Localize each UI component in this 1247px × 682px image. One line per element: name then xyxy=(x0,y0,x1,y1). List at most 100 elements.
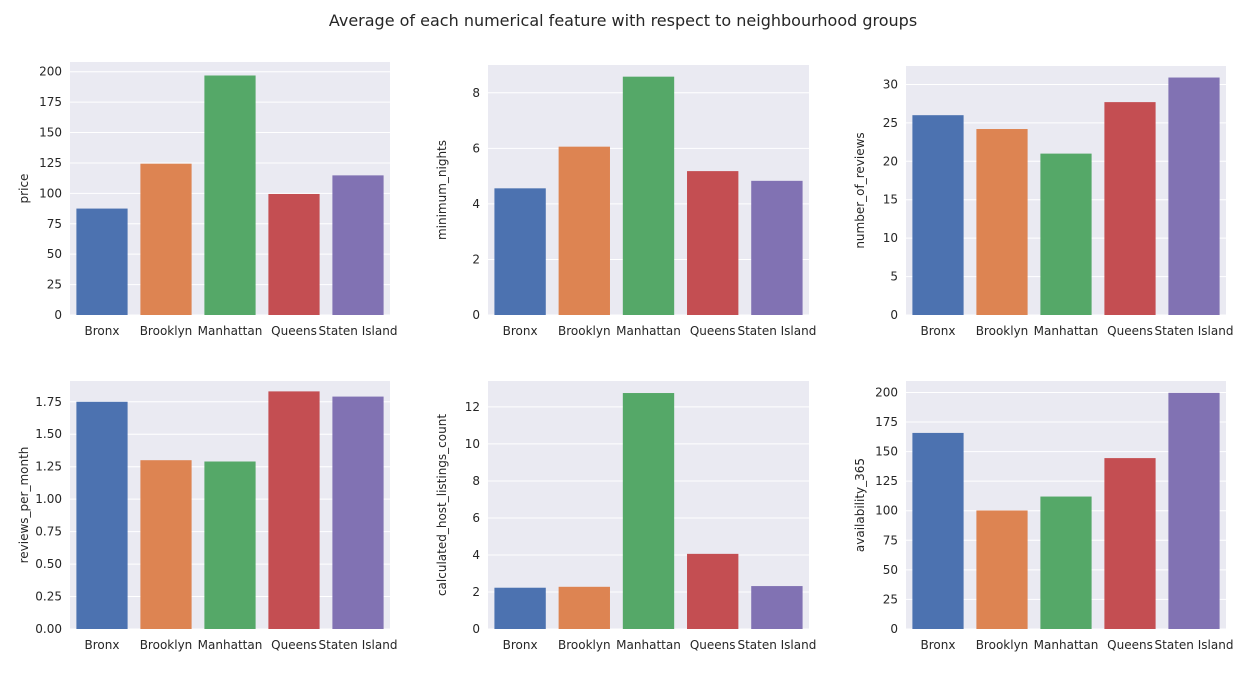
x-tick-label: Brooklyn xyxy=(558,638,611,652)
y-tick-label: 1.25 xyxy=(35,460,62,474)
y-tick-label: 150 xyxy=(875,445,898,459)
y-tick-label: 10 xyxy=(883,231,898,245)
y-tick-label: 15 xyxy=(883,193,898,207)
x-tick-label: Staten Island xyxy=(1155,324,1234,338)
bar-queens xyxy=(1104,458,1156,629)
y-tick-label: 75 xyxy=(883,533,898,547)
x-tick-label: Manhattan xyxy=(1034,324,1099,338)
bar-brooklyn xyxy=(976,510,1028,629)
y-tick-label: 10 xyxy=(465,437,480,451)
y-tick-label: 125 xyxy=(39,156,62,170)
y-tick-label: 30 xyxy=(883,77,898,91)
y-axis-label: availability_365 xyxy=(853,458,867,552)
y-tick-label: 100 xyxy=(39,186,62,200)
y-tick-label: 2 xyxy=(472,585,480,599)
x-tick-label: Bronx xyxy=(503,324,538,338)
x-tick-label: Bronx xyxy=(85,324,120,338)
y-tick-label: 0 xyxy=(472,622,480,636)
x-tick-label: Queens xyxy=(1107,324,1153,338)
y-tick-label: 1.50 xyxy=(35,427,62,441)
x-tick-label: Bronx xyxy=(503,638,538,652)
x-tick-label: Brooklyn xyxy=(558,324,611,338)
y-tick-label: 0 xyxy=(890,308,898,322)
bar-manhattan xyxy=(1040,496,1092,629)
y-tick-label: 0 xyxy=(54,308,62,322)
y-tick-label: 0.50 xyxy=(35,557,62,571)
x-tick-label: Bronx xyxy=(921,638,956,652)
bar-staten-island xyxy=(751,586,803,629)
y-tick-label: 6 xyxy=(472,511,480,525)
bar-queens xyxy=(687,171,739,315)
y-tick-label: 12 xyxy=(465,400,480,414)
x-tick-label: Bronx xyxy=(85,638,120,652)
x-tick-label: Queens xyxy=(690,324,736,338)
y-axis-label: minimum_nights xyxy=(435,140,449,240)
y-tick-label: 175 xyxy=(875,415,898,429)
bar-staten-island xyxy=(1168,392,1220,629)
bar-bronx xyxy=(494,188,546,315)
y-tick-label: 2 xyxy=(472,252,480,266)
y-tick-label: 8 xyxy=(472,474,480,488)
y-tick-label: 25 xyxy=(883,592,898,606)
x-tick-label: Manhattan xyxy=(198,638,263,652)
y-tick-label: 175 xyxy=(39,95,62,109)
x-tick-label: Manhattan xyxy=(1034,638,1099,652)
x-tick-label: Brooklyn xyxy=(976,324,1029,338)
bar-bronx xyxy=(912,432,964,629)
y-tick-label: 1.75 xyxy=(35,395,62,409)
y-tick-label: 200 xyxy=(875,385,898,399)
y-tick-label: 0.25 xyxy=(35,590,62,604)
y-tick-label: 75 xyxy=(47,217,62,231)
bar-staten-island xyxy=(332,396,384,629)
bar-staten-island xyxy=(751,180,803,315)
bar-bronx xyxy=(912,115,964,316)
bar-queens xyxy=(1104,102,1156,316)
bar-staten-island xyxy=(332,175,384,315)
subplot-calculated-host-listings-count: 0 2 4 6 8 10 12 Bronx Brooklyn Manhattan Queens Sta… xyxy=(435,381,816,652)
x-tick-label: Staten Island xyxy=(319,638,398,652)
subplot-number-of-reviews: 0 5 10 15 20 25 30 Bronx Brooklyn Manhattan Queens… xyxy=(853,66,1233,338)
y-tick-label: 0 xyxy=(890,622,898,636)
figure-title: Average of each numerical feature with r… xyxy=(329,11,917,30)
subplot-reviews-per-month: 0.00 0.25 0.50 0.75 1.00 1.25 1.50 1.75 Bronx Bro… xyxy=(17,381,397,652)
bar-brooklyn xyxy=(558,146,610,315)
y-tick-label: 0.75 xyxy=(35,525,62,539)
y-tick-label: 25 xyxy=(883,116,898,130)
y-tick-label: 100 xyxy=(875,504,898,518)
y-tick-label: 50 xyxy=(47,247,62,261)
bar-bronx xyxy=(76,208,128,315)
y-axis-label: price xyxy=(17,174,31,204)
x-tick-label: Queens xyxy=(1107,638,1153,652)
x-tick-label: Manhattan xyxy=(198,324,263,338)
bar-queens xyxy=(687,553,739,629)
bar-queens xyxy=(268,193,320,315)
x-tick-label: Staten Island xyxy=(319,324,398,338)
bar-staten-island xyxy=(1168,77,1220,316)
y-tick-label: 20 xyxy=(883,154,898,168)
bar-manhattan xyxy=(1040,153,1092,315)
bar-brooklyn xyxy=(140,460,192,629)
x-tick-label: Brooklyn xyxy=(976,638,1029,652)
x-tick-label: Brooklyn xyxy=(140,324,193,338)
x-tick-label: Staten Island xyxy=(737,324,816,338)
y-tick-label: 50 xyxy=(883,563,898,577)
y-tick-label: 25 xyxy=(47,278,62,292)
y-tick-label: 1.00 xyxy=(35,492,62,506)
x-tick-label: Staten Island xyxy=(737,638,816,652)
y-tick-label: 150 xyxy=(39,126,62,140)
y-tick-label: 6 xyxy=(472,141,480,155)
x-tick-label: Queens xyxy=(271,324,317,338)
y-axis-label: number_of_reviews xyxy=(853,132,867,248)
x-tick-label: Queens xyxy=(271,638,317,652)
bar-manhattan xyxy=(622,76,675,316)
x-tick-label: Manhattan xyxy=(616,324,681,338)
y-tick-label: 4 xyxy=(472,548,480,562)
x-tick-label: Staten Island xyxy=(1155,638,1234,652)
subplot-minimum-nights: 0 2 4 6 8 Bronx Brooklyn Manhattan Queens Staten … xyxy=(435,65,816,338)
y-tick-label: 8 xyxy=(472,86,480,100)
bar-manhattan xyxy=(204,461,256,629)
bar-brooklyn xyxy=(558,586,610,629)
bar-queens xyxy=(268,391,320,629)
y-tick-label: 200 xyxy=(39,65,62,79)
y-tick-label: 5 xyxy=(890,270,898,284)
